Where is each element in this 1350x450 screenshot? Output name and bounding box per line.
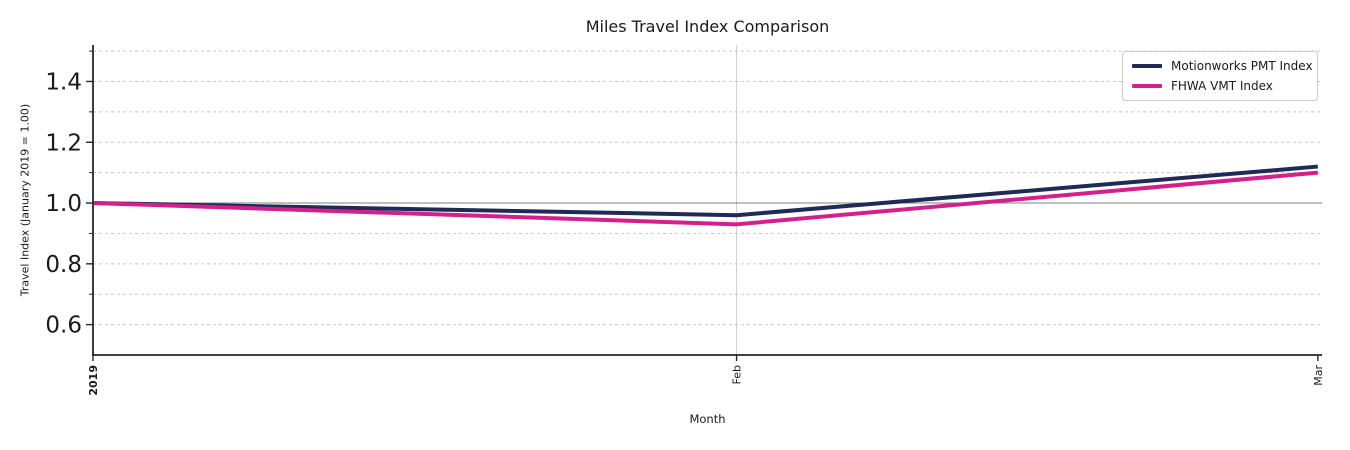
legend-item-vmt: FHWA VMT Index [1132,79,1308,93]
legend-swatch-vmt-icon [1132,84,1162,88]
pmt-index-line [92,164,1319,218]
chart-title: Miles Travel Index Comparison [585,17,830,36]
y-tick-label: 1.0 [45,191,82,217]
y-tick-label: 0.6 [45,313,82,339]
legend: Motionworks PMT Index FHWA VMT Index [1122,51,1318,101]
vmt-index-line [92,170,1319,227]
legend-item-pmt: Motionworks PMT Index [1132,59,1313,73]
x-tick-label: 2019 [87,365,100,396]
y-tick-label: 1.2 [45,130,82,156]
legend-swatch-pmt-icon [1132,64,1162,68]
legend-label-pmt: Motionworks PMT Index [1171,59,1313,73]
legend-label-vmt: FHWA VMT Index [1171,79,1273,93]
x-tick-label: Mar [1312,365,1325,386]
x-tick-label: Feb [731,365,744,384]
y-tick-label: 0.8 [45,252,82,278]
y-axis-label: Travel Index (January 2019 = 1.00) [18,103,32,297]
x-axis-label: Month [689,412,726,426]
y-tick-label: 1.4 [45,69,82,95]
